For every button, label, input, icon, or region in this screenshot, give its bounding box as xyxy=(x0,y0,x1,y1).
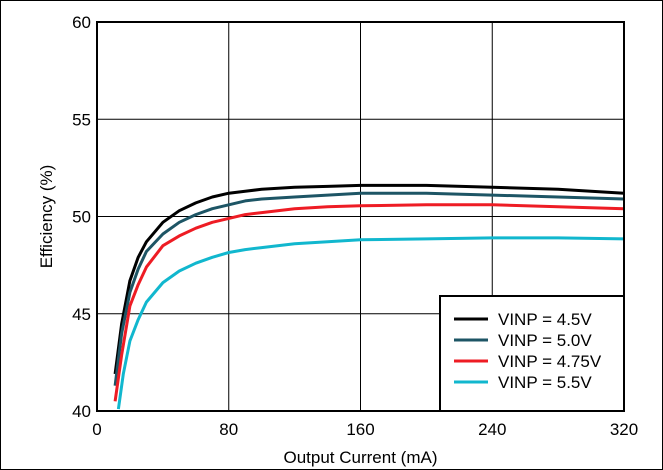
y-axis-label: Efficiency (%) xyxy=(37,165,56,269)
legend-entry: VINP = 4.75V xyxy=(498,352,602,371)
y-axis-ticks: 40 45 50 55 60 xyxy=(72,13,91,421)
plot-area-border xyxy=(96,21,625,412)
series-line-2 xyxy=(113,191,625,386)
legend-entry: VINP = 5.0V xyxy=(498,331,592,350)
y-tick-label: 55 xyxy=(72,110,91,129)
x-tick-label: 160 xyxy=(346,420,374,439)
series-line-1 xyxy=(113,183,625,375)
x-tick-label: 0 xyxy=(92,420,101,439)
series-lines xyxy=(113,183,625,410)
y-tick-label: 60 xyxy=(72,13,91,32)
legend-entry: VINP = 5.5V xyxy=(498,373,592,392)
series-line-4 xyxy=(116,236,625,410)
legend-entry: VINP = 4.5V xyxy=(498,310,592,329)
x-tick-label: 320 xyxy=(610,420,638,439)
y-tick-label: 50 xyxy=(72,208,91,227)
x-axis-ticks: 0 80 160 240 320 xyxy=(92,420,638,439)
x-tick-label: 240 xyxy=(478,420,506,439)
y-tick-label: 40 xyxy=(72,402,91,421)
series-line-3 xyxy=(113,203,625,402)
x-axis-label: Output Current (mA) xyxy=(284,448,438,467)
y-tick-label: 45 xyxy=(72,305,91,324)
legend-box xyxy=(439,295,625,412)
legend: VINP = 4.5V VINP = 5.0V VINP = 4.75V VINP =… xyxy=(439,295,625,412)
x-tick-label: 80 xyxy=(219,420,238,439)
